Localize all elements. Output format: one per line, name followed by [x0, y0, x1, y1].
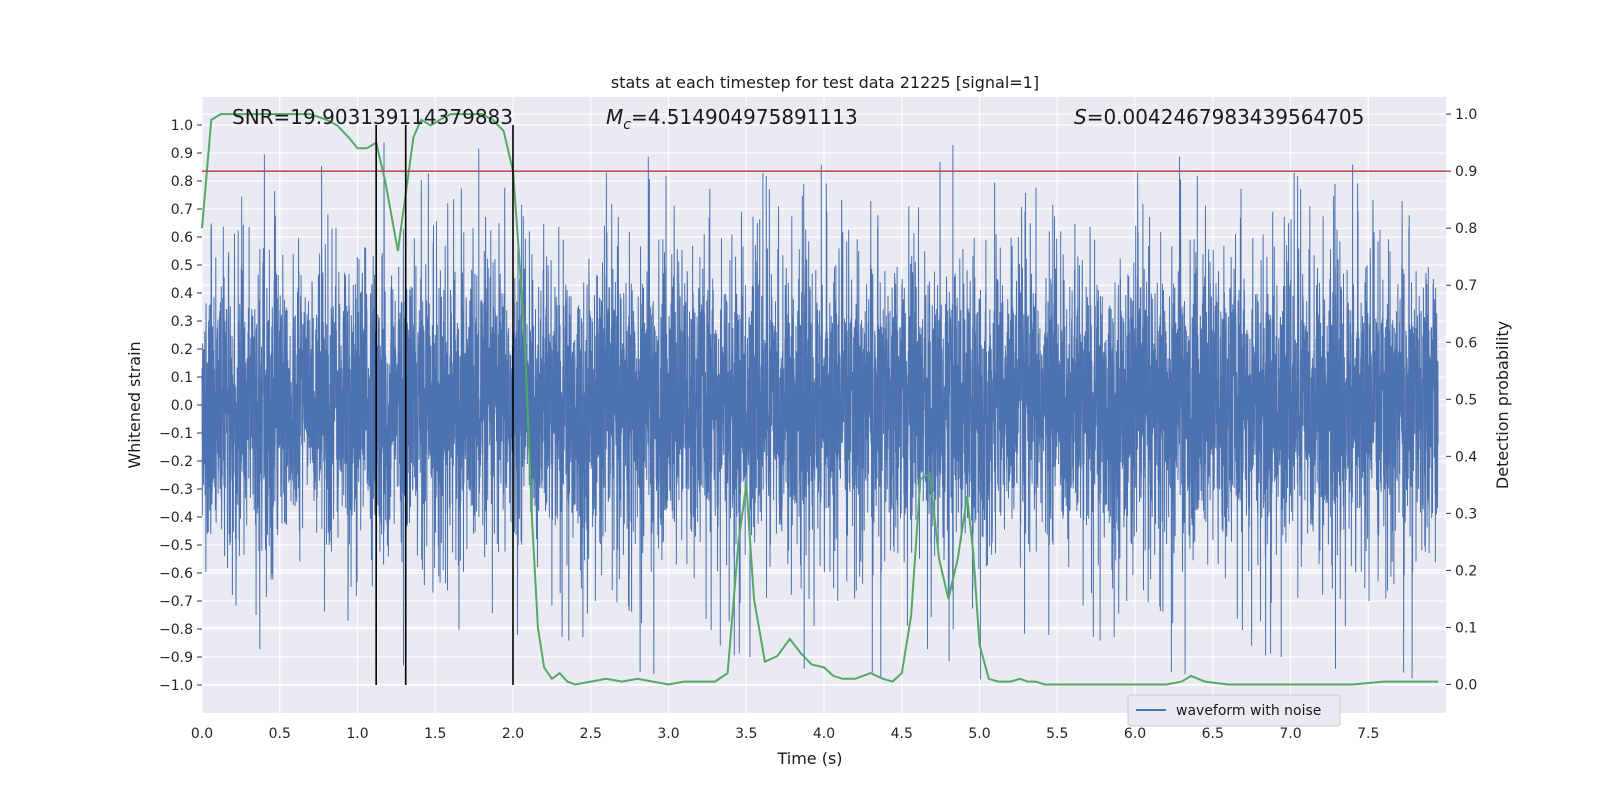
y-left-tick-label: 0.1	[171, 370, 193, 386]
x-tick-label: 7.0	[1279, 726, 1301, 742]
y-right-tick-label: 0.8	[1455, 221, 1477, 237]
y-left-tick-label: −0.2	[159, 454, 193, 470]
x-tick-label: 7.5	[1357, 726, 1379, 742]
y-right-tick-label: 0.7	[1455, 278, 1477, 294]
legend-box	[1127, 694, 1341, 727]
y-left-tick-label: −0.3	[159, 482, 193, 498]
x-tick-label: 4.5	[891, 726, 913, 742]
legend-entry: waveform with noise	[1176, 703, 1321, 719]
y-left-tick-label: 0.3	[171, 314, 193, 330]
y-left-tick-label: 0.2	[171, 342, 193, 358]
y-right-tick-label: 0.2	[1455, 563, 1477, 579]
y-left-tick-label: 0.6	[171, 230, 193, 246]
y-right-tick-label: 0.1	[1455, 620, 1477, 636]
y-left-tick-label: 0.8	[171, 174, 193, 190]
y-left-tick-label: −0.8	[159, 622, 193, 638]
y-left-tick-label: 0.5	[171, 258, 193, 274]
y-right-tick-label: 0.9	[1455, 164, 1477, 180]
detection-probability-line	[201, 113, 1439, 686]
y-right-tick-label: 0.5	[1455, 392, 1477, 408]
x-tick-label: 0.5	[269, 726, 291, 742]
x-axis-label: Time (s)	[776, 749, 842, 768]
x-tick-label: 6.0	[1124, 726, 1146, 742]
x-tick-label: 1.5	[424, 726, 446, 742]
s-annotation: S=0.004246798343956470​5	[1074, 105, 1364, 129]
y-left-tick-label: −0.7	[159, 594, 193, 610]
x-tick-label: 3.0	[657, 726, 679, 742]
x-tick-label: 5.5	[1046, 726, 1068, 742]
y-left-tick-label: −0.1	[159, 426, 193, 442]
y-left-tick-label: −0.5	[159, 538, 193, 554]
x-tick-label: 5.0	[968, 726, 990, 742]
y-left-tick-label: −1.0	[159, 678, 193, 694]
y-right-tick-label: 0.3	[1455, 506, 1477, 522]
y-left-tick-label: 0.4	[171, 286, 193, 302]
y-left-axis-ticks: 1.0 0.9 0.8 0.7 0.6 0.5 0.4 0.3 0.2 0.1 0.0 −0.1 −0.…	[159, 118, 202, 694]
y-left-tick-label: 0.7	[171, 202, 193, 218]
snr-annotation: SNR=19.903139114379883	[232, 105, 513, 129]
chirp-mass-symbol: M	[606, 105, 623, 129]
x-tick-label: 0.0	[191, 726, 213, 742]
y-right-axis-ticks: 1.0 0.9 0.8 0.7 0.6 0.5 0.4 0.3 0.2 0.1 0.0	[1446, 107, 1477, 693]
y-left-tick-label: 1.0	[171, 118, 193, 134]
chirp-mass-subscript: c	[623, 117, 631, 133]
x-tick-label: 3.5	[735, 726, 757, 742]
y-left-tick-label: −0.6	[159, 566, 193, 582]
chirp-mass-value: =4.514904975891113	[631, 105, 858, 129]
x-tick-label: 6.5	[1202, 726, 1224, 742]
detection-probability-series	[201, 113, 1439, 686]
y-left-axis-label: Whitened strain	[125, 341, 144, 468]
chirp-mass-annotation: Mc=4.514904975891113	[606, 105, 858, 133]
chart-title: stats at each timestep for test data 212…	[611, 73, 1039, 92]
waveform-line	[201, 142, 1439, 680]
overlays	[202, 125, 1446, 685]
y-left-tick-label: −0.4	[159, 510, 193, 526]
legend: waveform with noise	[1127, 694, 1341, 727]
y-left-tick-label: 0.0	[171, 398, 193, 414]
waveform-series	[201, 142, 1439, 680]
x-tick-label: 4.0	[813, 726, 835, 742]
y-right-tick-label: 0.6	[1455, 335, 1477, 351]
y-right-tick-label: 0.4	[1455, 449, 1477, 465]
s-value: =0.004246798343956470​5	[1087, 105, 1365, 129]
y-right-tick-label: 1.0	[1455, 107, 1477, 123]
x-tick-label: 2.5	[580, 726, 602, 742]
y-right-tick-label: 0.0	[1455, 677, 1477, 693]
y-left-tick-label: 0.9	[171, 146, 193, 162]
y-left-tick-label: −0.9	[159, 650, 193, 666]
x-tick-label: 1.0	[346, 726, 368, 742]
x-axis-ticks: 0.0 0.5 1.0 1.5 2.0 2.5 3.0 3.5 4.0 4.5 5.0 5.5 6.0 6…	[191, 726, 1380, 742]
s-symbol: S	[1074, 105, 1087, 129]
y-right-axis-label: Detection probability	[1493, 321, 1512, 489]
x-tick-label: 2.0	[502, 726, 524, 742]
